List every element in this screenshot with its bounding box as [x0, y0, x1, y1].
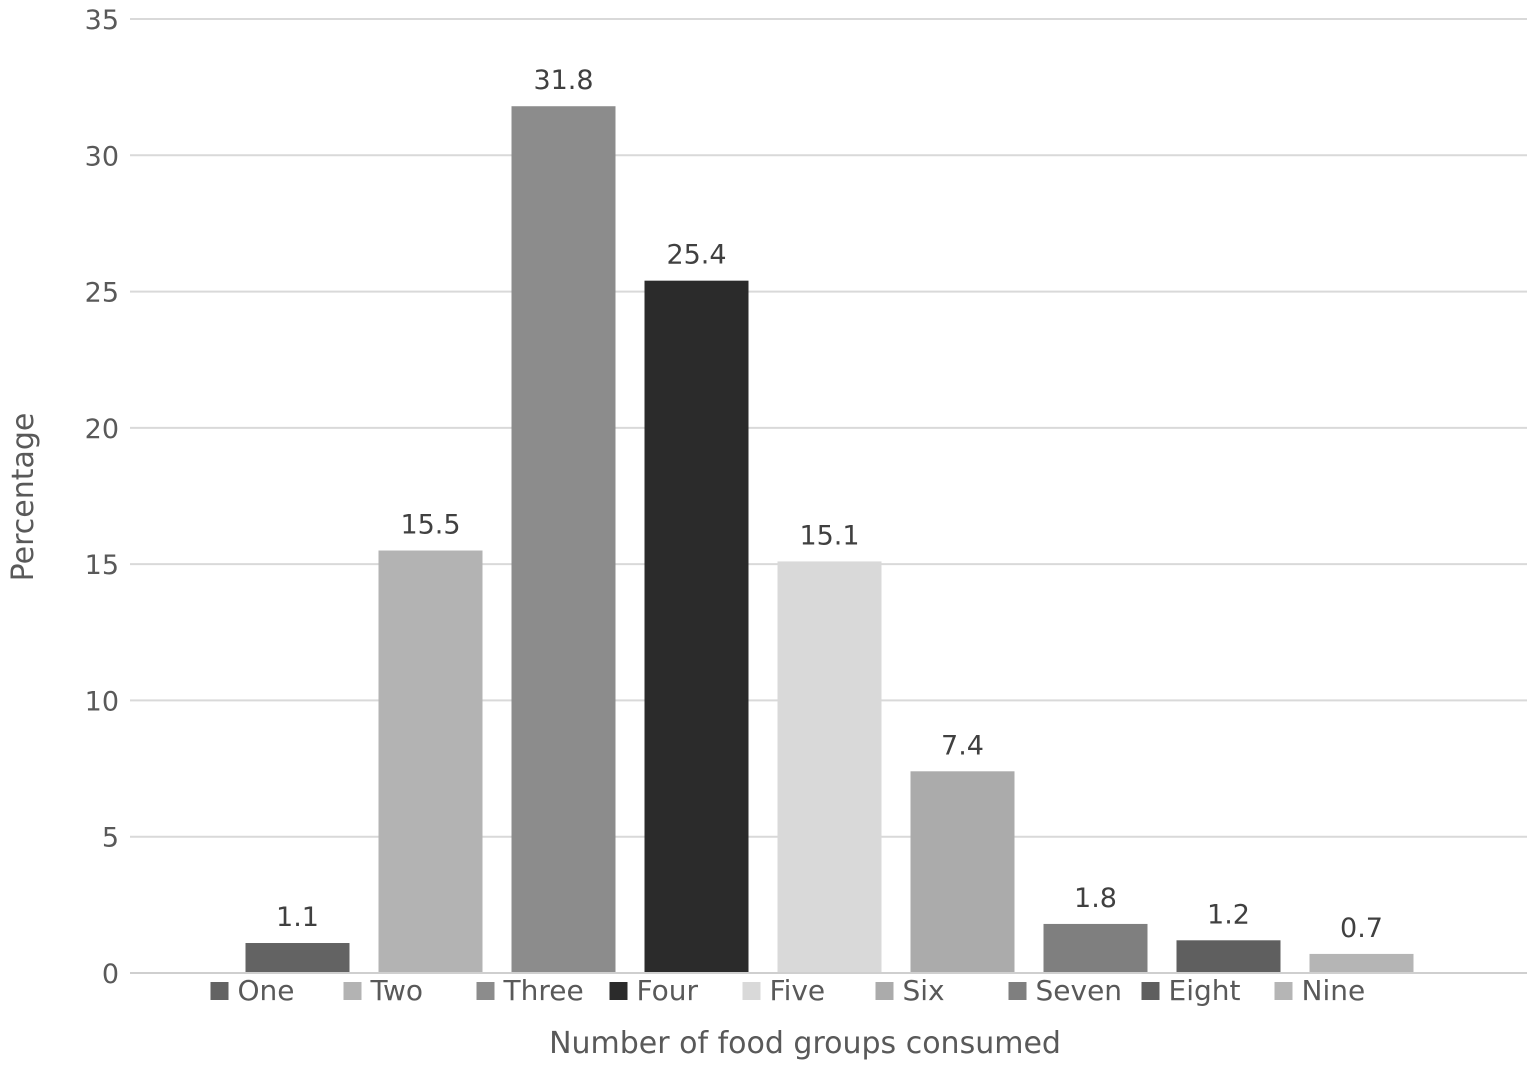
y-tick-labels: 0 5 10 15 20 25 30 35 — [85, 5, 119, 990]
legend-swatch — [1008, 982, 1027, 1000]
legend-label: Four — [637, 974, 699, 1007]
legend-label: One — [238, 974, 295, 1007]
legend-swatch — [210, 982, 229, 1000]
legend-label: Two — [370, 974, 424, 1007]
y-tick-label: 10 — [85, 686, 119, 717]
legend-swatch — [875, 982, 894, 1000]
bar-one — [245, 943, 350, 973]
bar-seven — [1043, 923, 1148, 973]
legend-swatch — [343, 982, 362, 1000]
y-tick-label: 30 — [85, 141, 119, 172]
bar-five — [777, 561, 882, 973]
legend-label: Eight — [1169, 974, 1241, 1007]
legend-label: Nine — [1302, 974, 1366, 1007]
y-tick-label: 15 — [85, 550, 119, 581]
data-label: 25.4 — [666, 240, 726, 271]
data-label: 1.1 — [276, 902, 319, 933]
bar-two — [378, 550, 483, 973]
legend-label: Seven — [1036, 974, 1123, 1007]
bar-four — [644, 280, 749, 973]
y-axis-title: Percentage — [6, 413, 41, 582]
bar-nine — [1309, 953, 1414, 973]
legend-swatch — [609, 982, 628, 1000]
y-tick-label: 35 — [85, 5, 119, 36]
x-axis-title: Number of food groups consumed — [549, 1026, 1061, 1061]
data-labels: 1.1 15.5 31.8 25.4 15.1 7.4 1.8 1.2 0.7 — [276, 65, 1383, 944]
data-label: 15.5 — [400, 510, 460, 541]
y-tick-label: 0 — [102, 959, 119, 990]
data-label: 1.8 — [1074, 883, 1117, 914]
legend-label: Six — [903, 974, 945, 1007]
legend-label: Five — [770, 974, 826, 1007]
legend-label: Three — [503, 974, 584, 1007]
data-label: 0.7 — [1340, 913, 1383, 944]
y-tick-label: 25 — [85, 278, 119, 309]
bars — [245, 106, 1414, 974]
y-tick-label: 5 — [102, 823, 119, 854]
data-label: 31.8 — [533, 65, 593, 96]
data-label: 15.1 — [799, 520, 859, 551]
bar-eight — [1176, 940, 1281, 973]
bar-three — [511, 106, 616, 974]
legend-swatch — [742, 982, 761, 1000]
legend-swatch — [1274, 982, 1293, 1000]
legend-swatch — [1141, 982, 1160, 1000]
data-label: 1.2 — [1207, 899, 1250, 930]
y-tick-label: 20 — [85, 414, 119, 445]
legend: One Two Three Four Five Six Seven Eight Nine — [210, 974, 1366, 1007]
bar-six — [910, 771, 1015, 973]
legend-swatch — [476, 982, 495, 1000]
data-label: 7.4 — [941, 730, 984, 761]
